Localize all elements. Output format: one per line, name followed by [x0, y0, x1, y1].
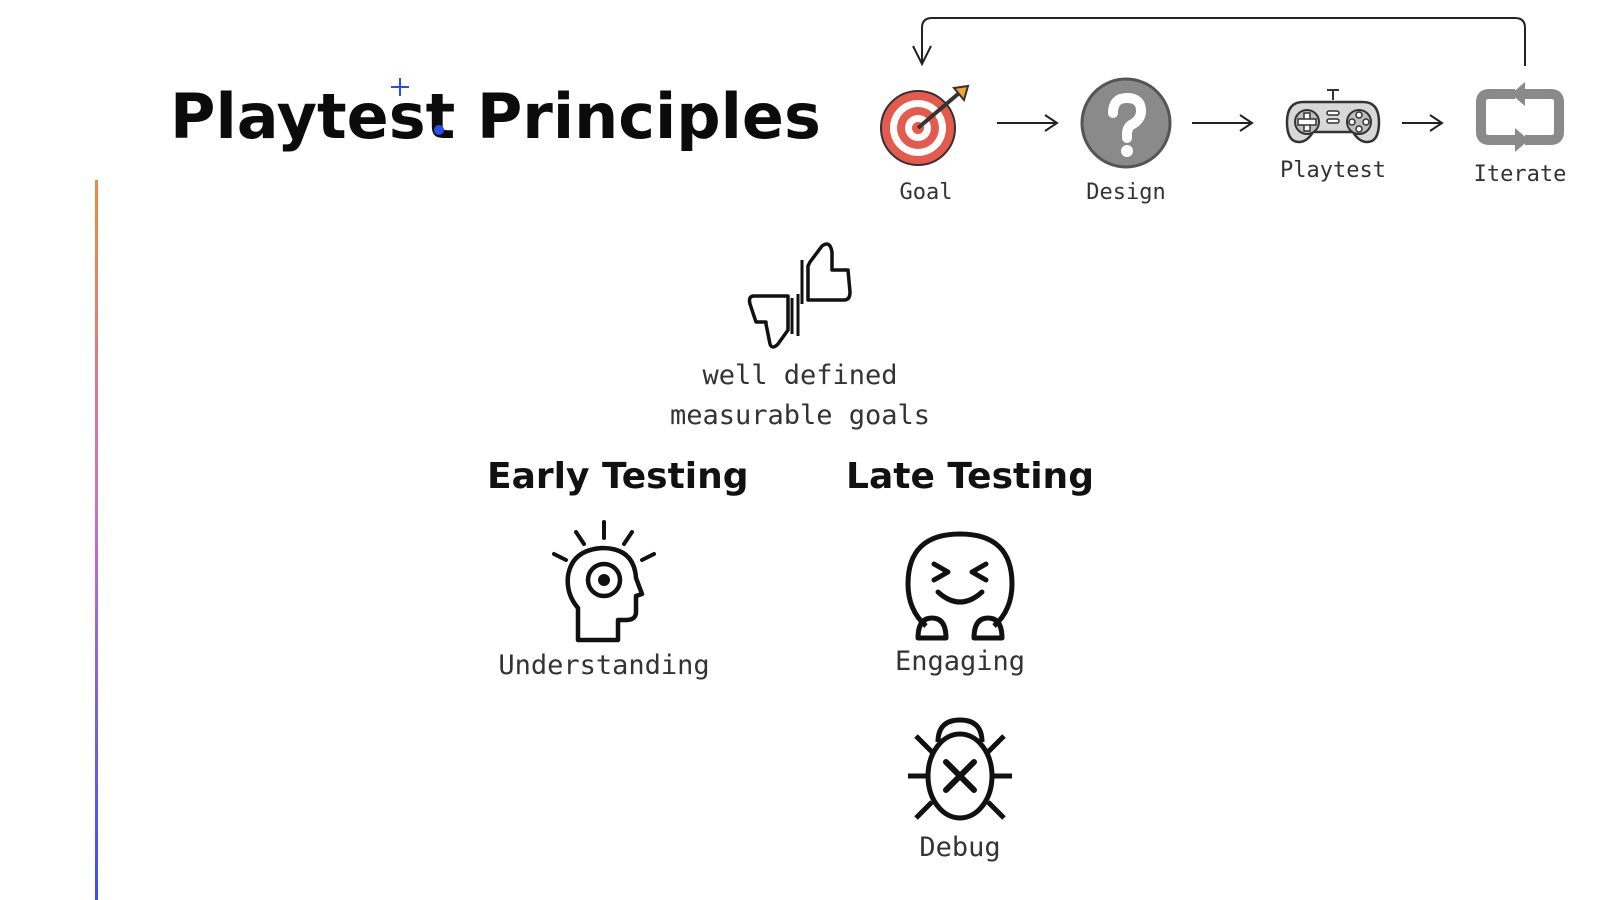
page-title: Playtest Principles	[170, 80, 821, 153]
goal-note: well defined measurable goals	[640, 240, 960, 436]
principle-engaging: Engaging	[860, 526, 1060, 677]
step-goal: Goal	[868, 82, 984, 205]
step-label-design: Design	[1086, 180, 1166, 205]
gamepad-icon	[1285, 89, 1381, 144]
step-label-playtest: Playtest	[1280, 158, 1386, 183]
early-testing-heading: Early Testing	[487, 456, 749, 497]
principle-debug: Debug	[880, 712, 1040, 863]
laughing-face-icon	[905, 531, 1015, 641]
head-idea-icon	[552, 520, 656, 643]
repeat-icon	[1476, 82, 1564, 152]
step-label-iterate: Iterate	[1473, 162, 1567, 187]
principle-label-understanding: Understanding	[498, 650, 710, 681]
arrow-right-icon	[1402, 114, 1444, 132]
question-icon	[1080, 77, 1172, 169]
arrow-right-icon	[1192, 114, 1254, 132]
principle-label-debug: Debug	[919, 832, 1001, 863]
target-icon	[880, 84, 970, 166]
principle-label-engaging: Engaging	[894, 646, 1026, 677]
cursor-dot	[434, 125, 444, 135]
step-design: Design	[1068, 76, 1184, 205]
step-iterate: Iterate	[1460, 82, 1580, 187]
process-flow: Goal Design	[0, 0, 1600, 220]
goal-text-line2: measurable goals	[669, 400, 931, 431]
thumbs-up-down-icon	[747, 242, 852, 349]
accent-rule	[95, 180, 98, 900]
arrow-right-icon	[997, 114, 1059, 132]
bug-icon	[908, 717, 1012, 821]
step-playtest: Playtest	[1268, 86, 1398, 183]
principle-understanding: Understanding	[484, 520, 724, 681]
goal-text-line1: well defined	[702, 360, 898, 391]
loop-back-arrow	[912, 17, 1526, 67]
step-label-goal: Goal	[899, 180, 953, 205]
crosshair-cursor-icon	[391, 78, 409, 96]
late-testing-heading: Late Testing	[846, 456, 1094, 497]
